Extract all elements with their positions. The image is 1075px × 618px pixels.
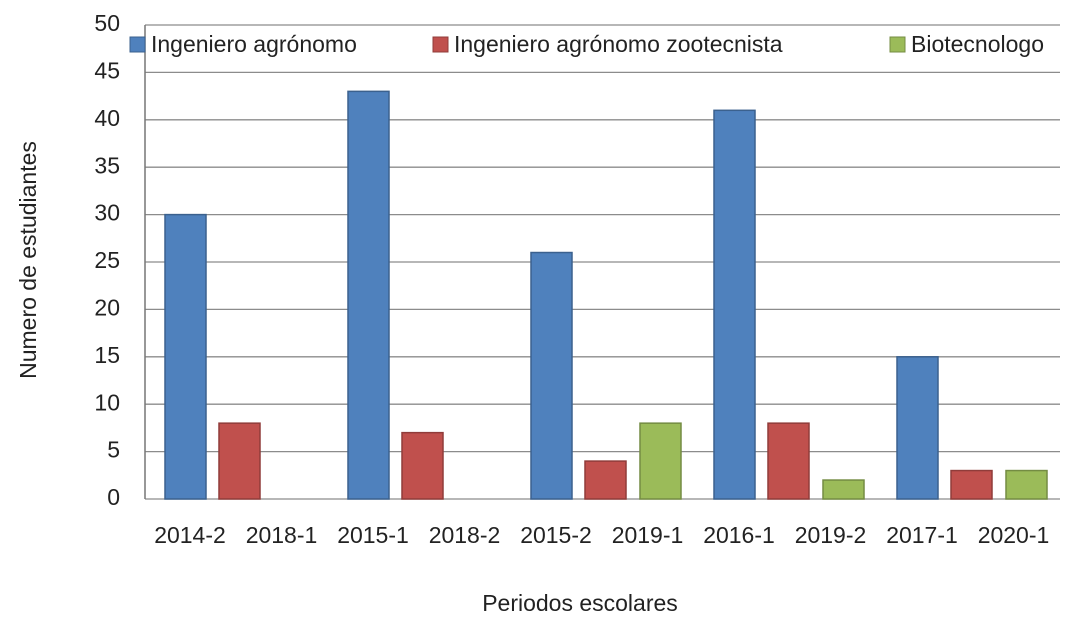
y-tick-label: 50 [94,10,120,36]
legend-label: Ingeniero agrónomo zootecnista [454,31,783,57]
y-tick-label: 0 [107,484,120,510]
y-tick-label: 25 [94,247,120,273]
bar [401,431,444,500]
x-tick-label: 2020-1 [978,522,1050,548]
x-tick-label: 2019-1 [612,522,684,548]
bar [713,109,756,500]
x-tick-label: 2015-1 [337,522,409,548]
legend-swatch [129,36,146,53]
y-tick-label: 45 [94,57,120,83]
bar [530,251,573,500]
y-tick-label: 20 [94,294,120,320]
bar [1005,469,1048,500]
y-axis-label: Numero de estudiantes [15,141,41,379]
x-tick-label: 2018-1 [246,522,318,548]
x-tick-label: 2019-2 [795,522,867,548]
x-tick-label: 2015-2 [520,522,592,548]
bar [218,422,261,500]
bar [584,460,627,500]
legend-label: Biotecnologo [911,31,1044,57]
y-tick-label: 35 [94,152,120,178]
bar [767,422,810,500]
legend-swatch [432,36,449,53]
bar [639,422,682,500]
bar [164,213,207,500]
bar [347,90,390,500]
y-tick-label: 30 [94,200,120,226]
x-tick-label: 2016-1 [703,522,775,548]
bar [822,479,865,500]
bar [950,469,993,500]
y-tick-label: 40 [94,105,120,131]
legend-swatch [889,36,906,53]
x-axis-label: Periodos escolares [482,590,678,616]
y-tick-label: 15 [94,342,120,368]
legend-label: Ingeniero agrónomo [151,31,357,57]
x-tick-label: 2017-1 [886,522,958,548]
x-tick-label: 2014-2 [154,522,226,548]
y-tick-label: 10 [94,389,120,415]
y-tick-label: 5 [107,437,120,463]
x-tick-label: 2018-2 [429,522,501,548]
bar [896,356,939,500]
